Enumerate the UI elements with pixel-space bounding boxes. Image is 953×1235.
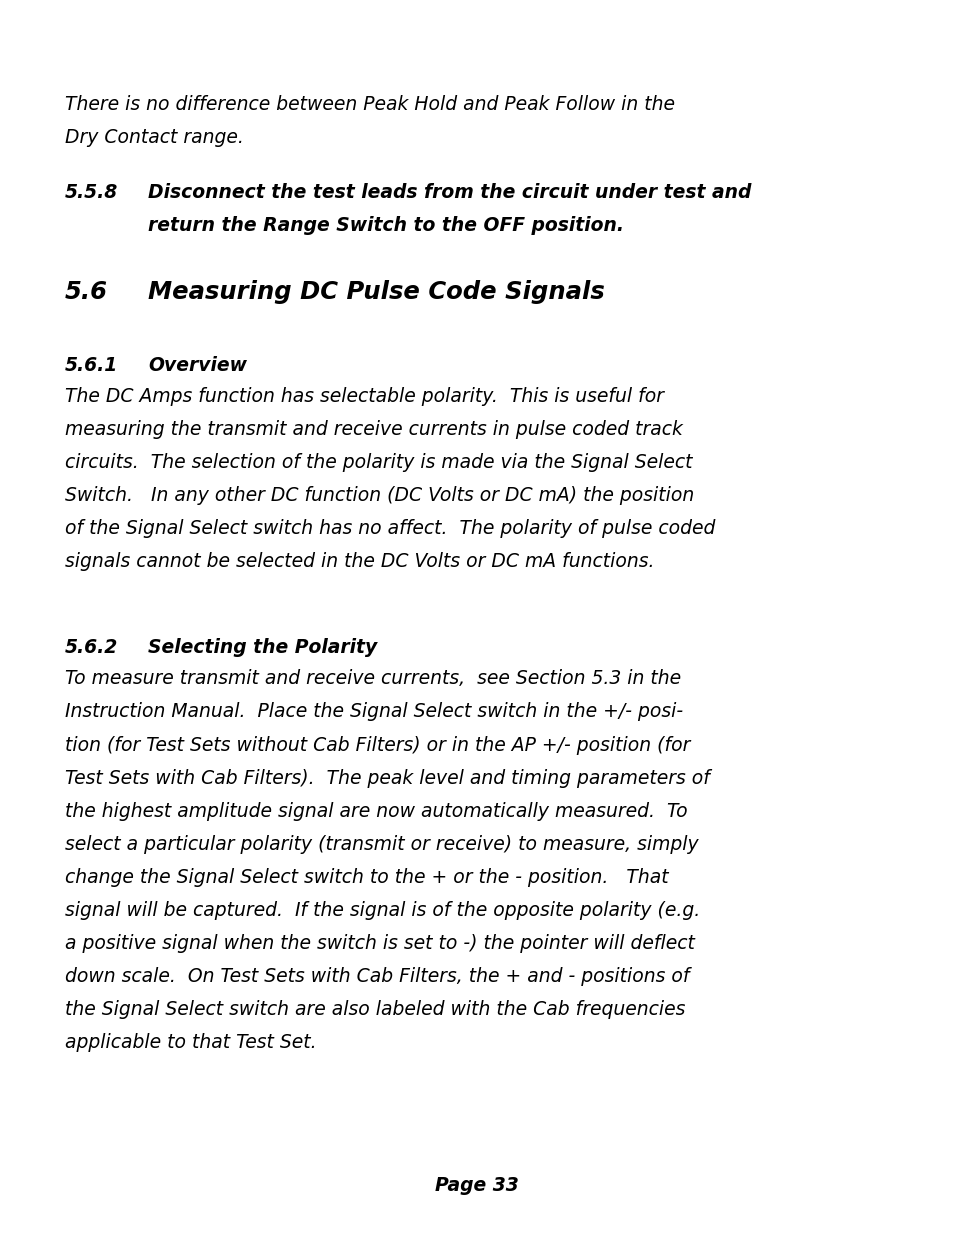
Text: signal will be captured.  If the signal is of the opposite polarity (e.g.: signal will be captured. If the signal i… (65, 902, 700, 920)
Text: Instruction Manual.  Place the Signal Select switch in the +/- posi-: Instruction Manual. Place the Signal Sel… (65, 703, 682, 721)
Text: signals cannot be selected in the DC Volts or DC mA functions.: signals cannot be selected in the DC Vol… (65, 552, 654, 571)
Text: Measuring DC Pulse Code Signals: Measuring DC Pulse Code Signals (148, 280, 604, 304)
Text: 5.6: 5.6 (65, 280, 108, 304)
Text: tion (for Test Sets without Cab Filters) or in the AP +/- position (for: tion (for Test Sets without Cab Filters)… (65, 736, 690, 755)
Text: measuring the transmit and receive currents in pulse coded track: measuring the transmit and receive curre… (65, 420, 682, 438)
Text: change the Signal Select switch to the + or the - position.   That: change the Signal Select switch to the +… (65, 868, 668, 887)
Text: down scale.  On Test Sets with Cab Filters, the + and - positions of: down scale. On Test Sets with Cab Filter… (65, 967, 689, 987)
Text: select a particular polarity (transmit or receive) to measure, simply: select a particular polarity (transmit o… (65, 835, 698, 853)
Text: the highest amplitude signal are now automatically measured.  To: the highest amplitude signal are now aut… (65, 802, 687, 821)
Text: applicable to that Test Set.: applicable to that Test Set. (65, 1034, 316, 1052)
Text: Disconnect the test leads from the circuit under test and: Disconnect the test leads from the circu… (148, 183, 750, 201)
Text: Selecting the Polarity: Selecting the Polarity (148, 638, 376, 657)
Text: Test Sets with Cab Filters).  The peak level and timing parameters of: Test Sets with Cab Filters). The peak le… (65, 768, 709, 788)
Text: To measure transmit and receive currents,  see Section 5.3 in the: To measure transmit and receive currents… (65, 669, 680, 688)
Text: return the Range Switch to the OFF position.: return the Range Switch to the OFF posit… (148, 216, 623, 235)
Text: Overview: Overview (148, 356, 247, 374)
Text: 5.6.2: 5.6.2 (65, 638, 118, 657)
Text: There is no difference between Peak Hold and Peak Follow in the: There is no difference between Peak Hold… (65, 95, 674, 114)
Text: The DC Amps function has selectable polarity.  This is useful for: The DC Amps function has selectable pola… (65, 387, 663, 405)
Text: 5.6.1: 5.6.1 (65, 356, 118, 374)
Text: Switch.   In any other DC function (DC Volts or DC mA) the position: Switch. In any other DC function (DC Vol… (65, 485, 694, 505)
Text: the Signal Select switch are also labeled with the Cab frequencies: the Signal Select switch are also labele… (65, 1000, 684, 1019)
Text: of the Signal Select switch has no affect.  The polarity of pulse coded: of the Signal Select switch has no affec… (65, 519, 715, 538)
Text: 5.5.8: 5.5.8 (65, 183, 118, 201)
Text: Page 33: Page 33 (435, 1177, 518, 1195)
Text: a positive signal when the switch is set to -) the pointer will deflect: a positive signal when the switch is set… (65, 934, 694, 953)
Text: circuits.  The selection of the polarity is made via the Signal Select: circuits. The selection of the polarity … (65, 453, 692, 472)
Text: Dry Contact range.: Dry Contact range. (65, 128, 244, 147)
